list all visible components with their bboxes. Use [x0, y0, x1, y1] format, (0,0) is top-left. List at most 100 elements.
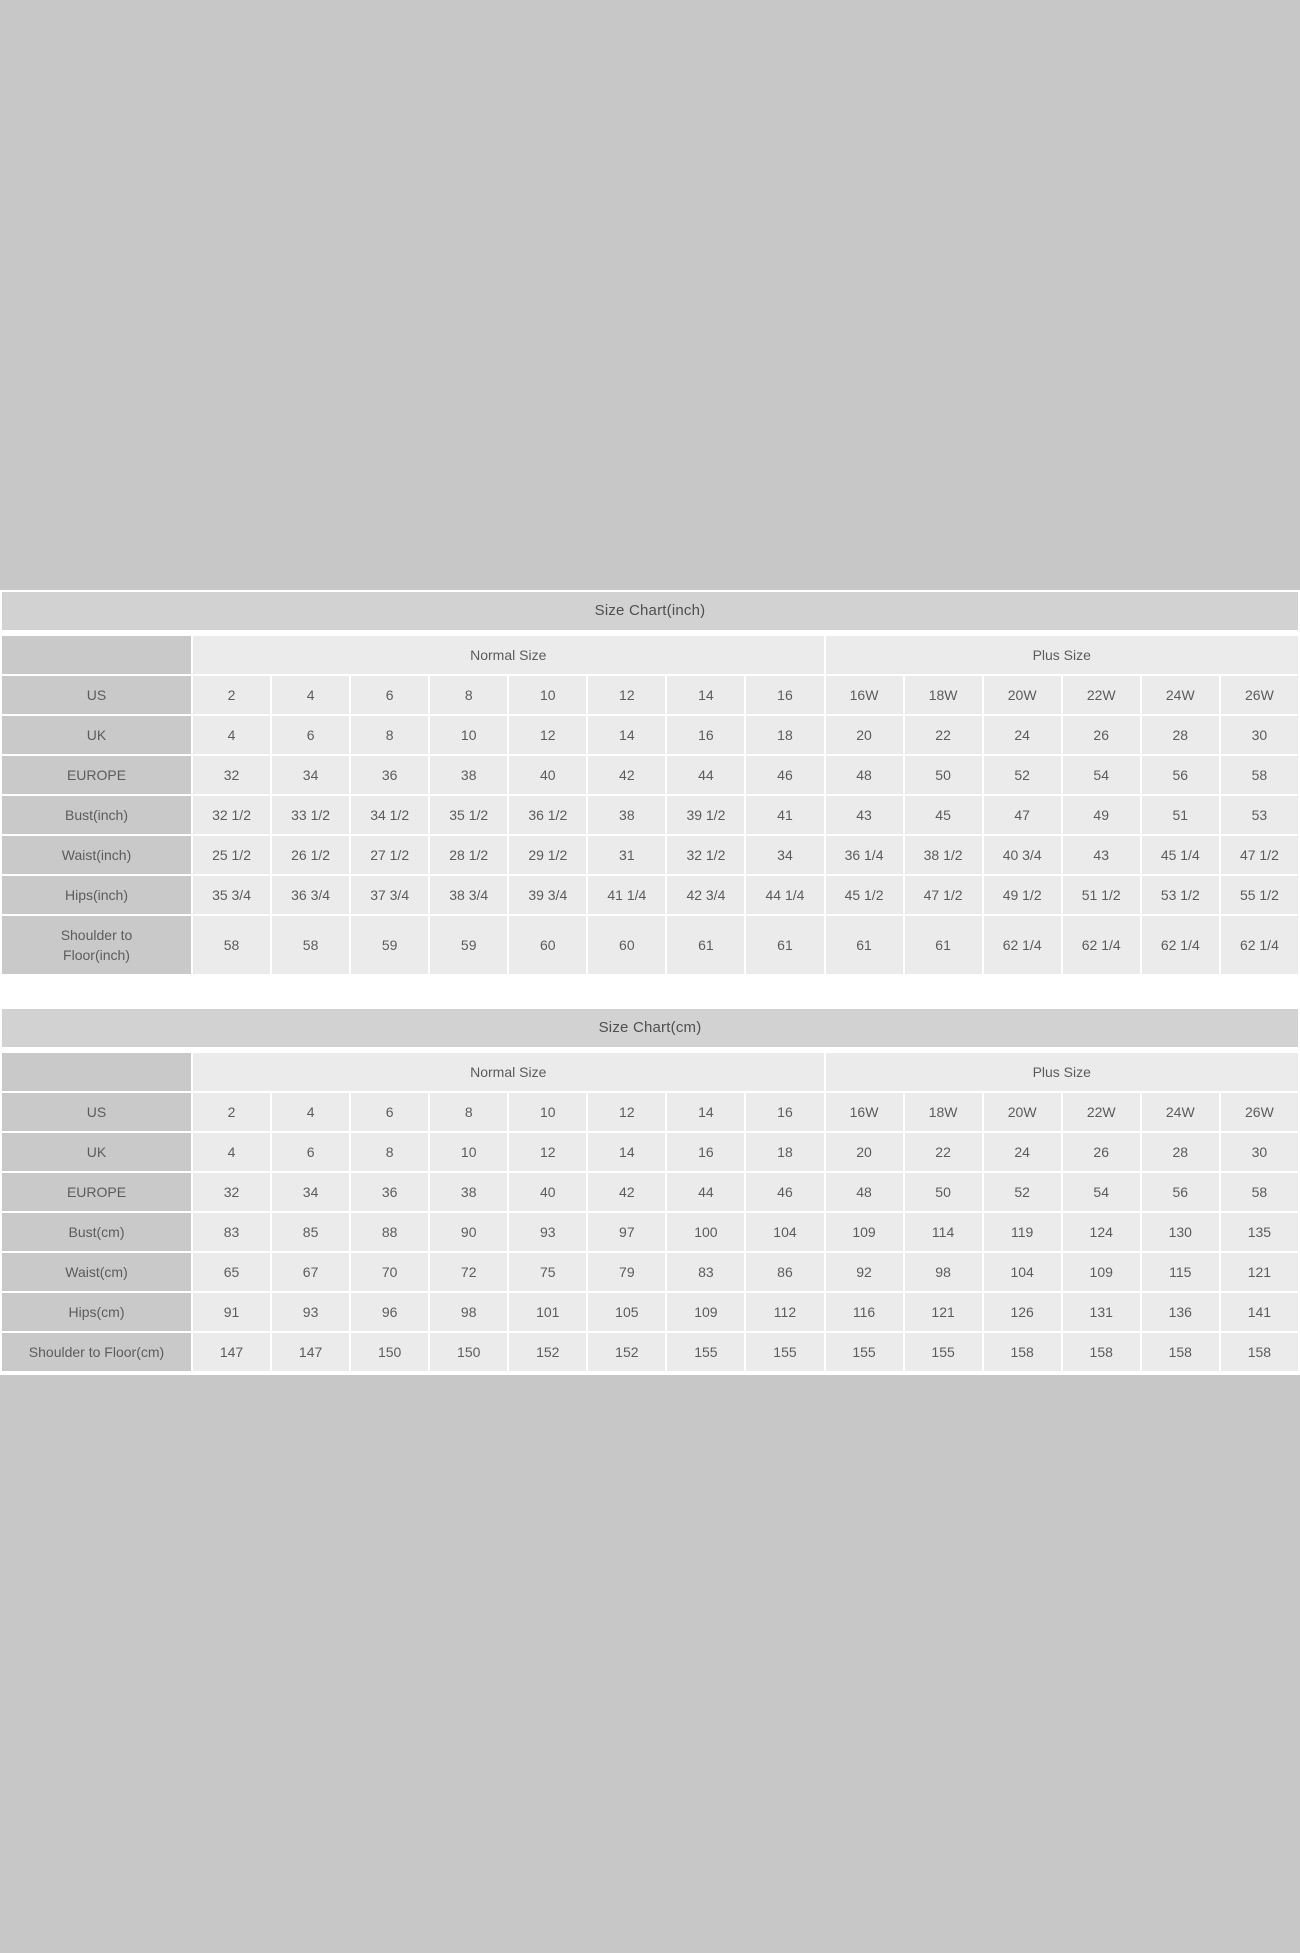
size-value-cell: 51 [1141, 796, 1219, 834]
size-value-cell: 115 [1141, 1253, 1219, 1291]
size-value-cell: 58 [1220, 756, 1298, 794]
size-value-cell: 12 [588, 1093, 666, 1131]
size-value-cell: 152 [588, 1333, 666, 1371]
table-row: UK 4 6 8 10 12 14 16 18 20 22 24 26 28 30 [2, 716, 1298, 754]
row-label: Hips(cm) [2, 1293, 191, 1331]
size-value-cell: 39 1/2 [667, 796, 745, 834]
size-value-cell: 28 [1141, 716, 1219, 754]
size-value-cell: 41 1/4 [588, 876, 666, 914]
size-value-cell: 36 1/2 [509, 796, 587, 834]
size-value-cell: 98 [430, 1293, 508, 1331]
size-value-cell: 158 [1220, 1333, 1298, 1371]
table-row: Waist(inch) 25 1/2 26 1/2 27 1/2 28 1/2 29 1/… [2, 836, 1298, 874]
size-table-block-inch: Size Chart(inch) Normal Size Plus Size US 2 4… [0, 592, 1300, 976]
size-value-cell: 12 [588, 676, 666, 714]
size-value-cell: 90 [430, 1213, 508, 1251]
size-table: Normal Size Plus Size US 2 4 6 8 10 12 14 16 16W 18W… [0, 1051, 1300, 1373]
size-value-cell: 126 [983, 1293, 1061, 1331]
size-value-cell: 18W [904, 676, 982, 714]
size-value-cell: 8 [351, 716, 429, 754]
size-value-cell: 32 1/2 [667, 836, 745, 874]
size-value-cell: 26 [1062, 1133, 1140, 1171]
size-value-cell: 46 [746, 756, 824, 794]
size-value-cell: 43 [825, 796, 903, 834]
size-value-cell: 55 1/2 [1220, 876, 1298, 914]
size-value-cell: 45 1/2 [825, 876, 903, 914]
size-value-cell: 8 [351, 1133, 429, 1171]
size-value-cell: 83 [667, 1253, 745, 1291]
size-value-cell: 51 1/2 [1062, 876, 1140, 914]
size-value-cell: 24W [1141, 1093, 1219, 1131]
size-value-cell: 40 [509, 1173, 587, 1211]
size-value-cell: 155 [825, 1333, 903, 1371]
size-value-cell: 158 [1141, 1333, 1219, 1371]
size-value-cell: 25 1/2 [193, 836, 271, 874]
size-value-cell: 24 [983, 716, 1061, 754]
size-value-cell: 45 1/4 [1141, 836, 1219, 874]
size-value-cell: 53 1/2 [1141, 876, 1219, 914]
corner-cell [2, 636, 191, 674]
size-value-cell: 97 [588, 1213, 666, 1251]
size-value-cell: 83 [193, 1213, 271, 1251]
size-value-cell: 36 1/4 [825, 836, 903, 874]
size-value-cell: 10 [430, 716, 508, 754]
size-value-cell: 14 [588, 1133, 666, 1171]
size-value-cell: 16 [667, 1133, 745, 1171]
size-value-cell: 40 3/4 [983, 836, 1061, 874]
size-value-cell: 155 [667, 1333, 745, 1371]
size-value-cell: 96 [351, 1293, 429, 1331]
size-value-cell: 45 [904, 796, 982, 834]
size-value-cell: 58 [272, 916, 350, 974]
size-value-cell: 30 [1220, 716, 1298, 754]
size-value-cell: 4 [193, 716, 271, 754]
table-title: Size Chart(inch) [2, 592, 1298, 630]
size-value-cell: 27 1/2 [351, 836, 429, 874]
size-value-cell: 49 [1062, 796, 1140, 834]
size-value-cell: 38 [430, 756, 508, 794]
size-value-cell: 92 [825, 1253, 903, 1291]
size-value-cell: 56 [1141, 1173, 1219, 1211]
size-value-cell: 152 [509, 1333, 587, 1371]
size-value-cell: 98 [904, 1253, 982, 1291]
size-value-cell: 116 [825, 1293, 903, 1331]
table-row: Shoulder to Floor(inch) 58 58 59 59 60 60 61 61 6… [2, 916, 1298, 974]
size-value-cell: 36 [351, 1173, 429, 1211]
size-value-cell: 40 [509, 756, 587, 794]
size-value-cell: 119 [983, 1213, 1061, 1251]
size-value-cell: 54 [1062, 1173, 1140, 1211]
group-header-plus-size: Plus Size [825, 1053, 1298, 1091]
size-value-cell: 18 [746, 716, 824, 754]
size-value-cell: 88 [351, 1213, 429, 1251]
size-value-cell: 150 [430, 1333, 508, 1371]
size-value-cell: 131 [1062, 1293, 1140, 1331]
size-value-cell: 56 [1141, 756, 1219, 794]
size-value-cell: 42 [588, 756, 666, 794]
size-value-cell: 16W [825, 676, 903, 714]
size-value-cell: 58 [1220, 1173, 1298, 1211]
corner-cell [2, 1053, 191, 1091]
size-value-cell: 36 3/4 [272, 876, 350, 914]
size-value-cell: 49 1/2 [983, 876, 1061, 914]
size-value-cell: 50 [904, 1173, 982, 1211]
row-label: Waist(inch) [2, 836, 191, 874]
size-value-cell: 14 [588, 716, 666, 754]
table-row: Shoulder to Floor(cm) 147 147 150 150 152 152 1… [2, 1333, 1298, 1371]
size-value-cell: 60 [588, 916, 666, 974]
size-value-cell: 38 3/4 [430, 876, 508, 914]
size-value-cell: 14 [667, 1093, 745, 1131]
row-label: Bust(cm) [2, 1213, 191, 1251]
row-label: UK [2, 1133, 191, 1171]
size-value-cell: 30 [1220, 1133, 1298, 1171]
size-value-cell: 34 [272, 1173, 350, 1211]
size-value-cell: 158 [983, 1333, 1061, 1371]
size-value-cell: 47 [983, 796, 1061, 834]
row-label: EUROPE [2, 1173, 191, 1211]
group-header-normal-size: Normal Size [193, 636, 824, 674]
size-value-cell: 75 [509, 1253, 587, 1291]
size-value-cell: 8 [430, 676, 508, 714]
size-value-cell: 79 [588, 1253, 666, 1291]
size-value-cell: 43 [1062, 836, 1140, 874]
size-value-cell: 36 [351, 756, 429, 794]
size-value-cell: 112 [746, 1293, 824, 1331]
